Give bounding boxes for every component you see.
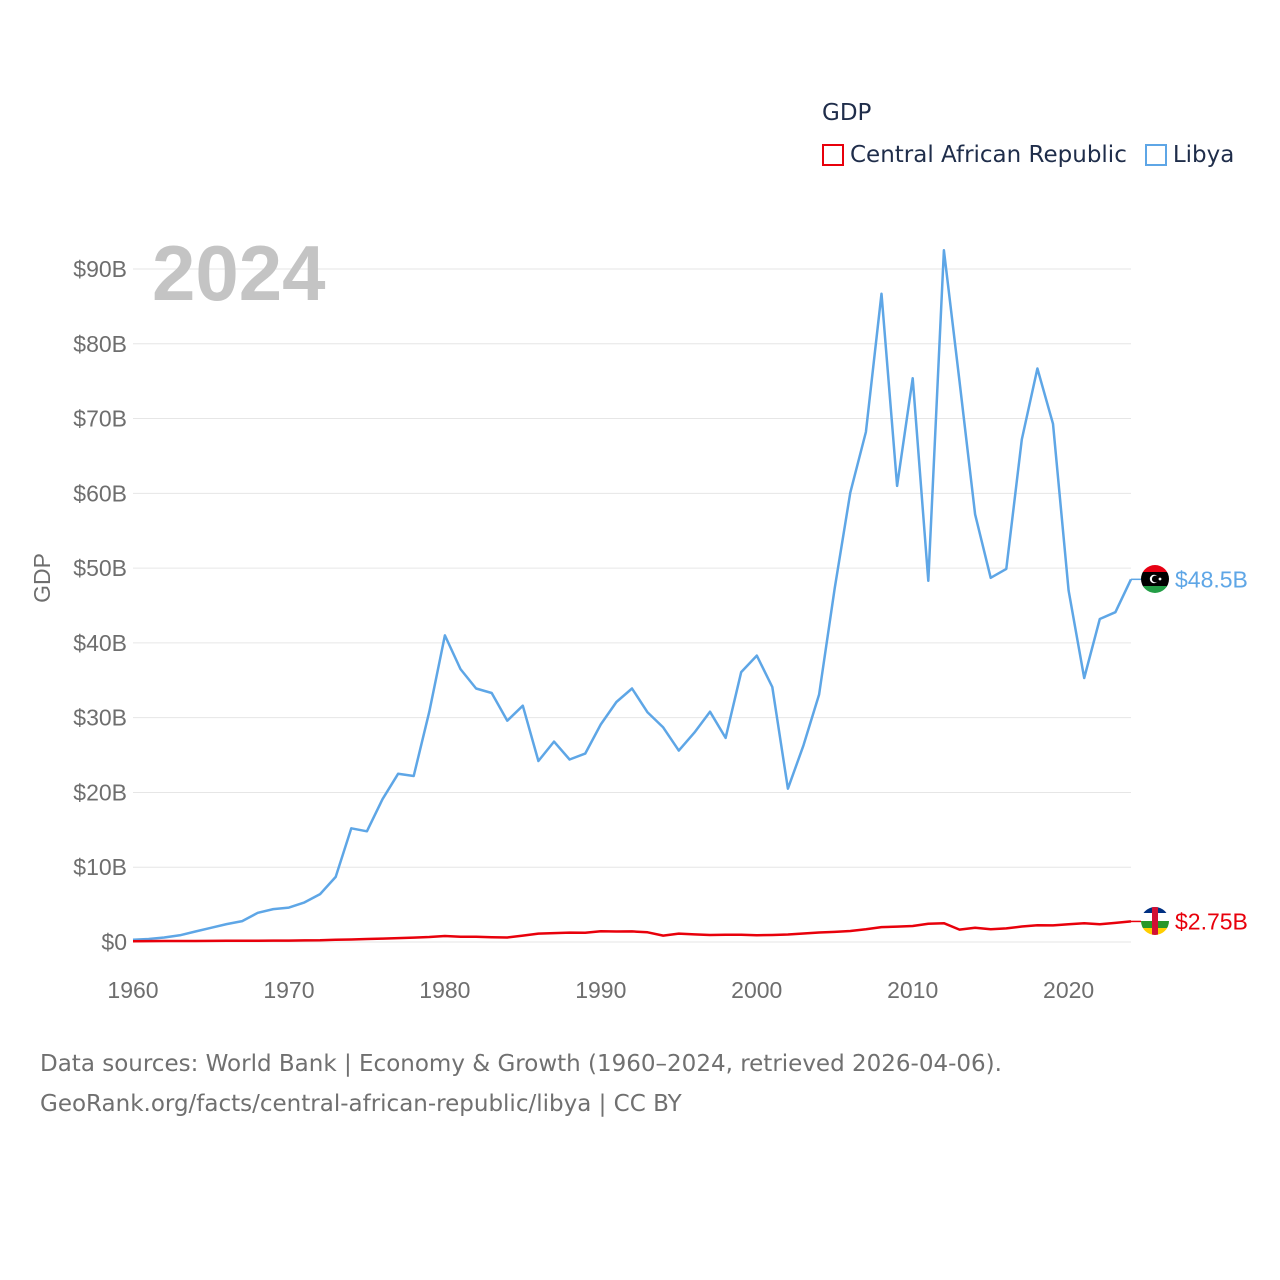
y-tick-label: $30B <box>73 705 127 731</box>
series-line-libya <box>132 249 1133 942</box>
series-line-central-african-republic <box>132 920 1132 943</box>
legend-label-libya: Libya <box>1172 142 1235 168</box>
legend-item-central-african-republic[interactable]: Central African Republic <box>822 142 1127 168</box>
x-tick-label: 1980 <box>419 977 470 1003</box>
end-label-central-african-republic: $2.75B <box>1175 908 1248 934</box>
footer: Data sources: World Bank | Economy & Gro… <box>40 1044 1002 1124</box>
legend-swatch-central-african-republic <box>822 144 844 166</box>
grid-lines <box>133 268 1131 943</box>
x-tick-label: 2010 <box>887 977 938 1003</box>
y-tick-label: $20B <box>73 779 127 805</box>
end-markers <box>1141 565 1169 935</box>
y-axis-ticks: $0 $10B $20B $30B $40B $50B $60B $70B $80B $90B <box>73 256 127 955</box>
source-url-text: GeoRank.org/facts/central-african-republ… <box>40 1091 682 1117</box>
y-tick-label: $70B <box>73 406 127 432</box>
data-source-text: Data sources: World Bank | Economy & Gro… <box>40 1051 1002 1077</box>
series-lines <box>132 249 1141 943</box>
x-tick-label: 1960 <box>107 977 158 1003</box>
x-axis-ticks: 1960 1970 1980 1990 2000 2010 2020 <box>107 977 1094 1003</box>
libya-flag-icon <box>1141 565 1169 593</box>
x-tick-label: 2020 <box>1043 977 1094 1003</box>
y-tick-label: $40B <box>73 630 127 656</box>
x-tick-label: 1990 <box>575 977 626 1003</box>
legend-item-libya[interactable]: Libya <box>1144 142 1235 168</box>
y-tick-label: $0 <box>101 929 127 955</box>
x-tick-label: 1970 <box>263 977 314 1003</box>
y-tick-label: $10B <box>73 854 127 880</box>
y-axis-label: GDP <box>29 553 55 603</box>
legend-title: GDP <box>822 100 872 126</box>
y-tick-label: $80B <box>73 331 127 357</box>
year-label: 2024 <box>152 229 326 317</box>
y-tick-label: $60B <box>73 480 127 506</box>
end-labels: $48.5B $2.75B <box>1175 566 1248 934</box>
legend: Central African Republic Libya <box>822 142 1234 168</box>
central-african-republic-flag-icon <box>1141 907 1169 935</box>
legend-swatch-libya <box>1144 144 1167 166</box>
y-tick-label: $90B <box>73 256 127 282</box>
legend-label-central-african-republic: Central African Republic <box>850 142 1127 168</box>
x-tick-label: 2000 <box>731 977 782 1003</box>
y-tick-label: $50B <box>73 555 127 581</box>
end-label-libya: $48.5B <box>1175 566 1248 592</box>
